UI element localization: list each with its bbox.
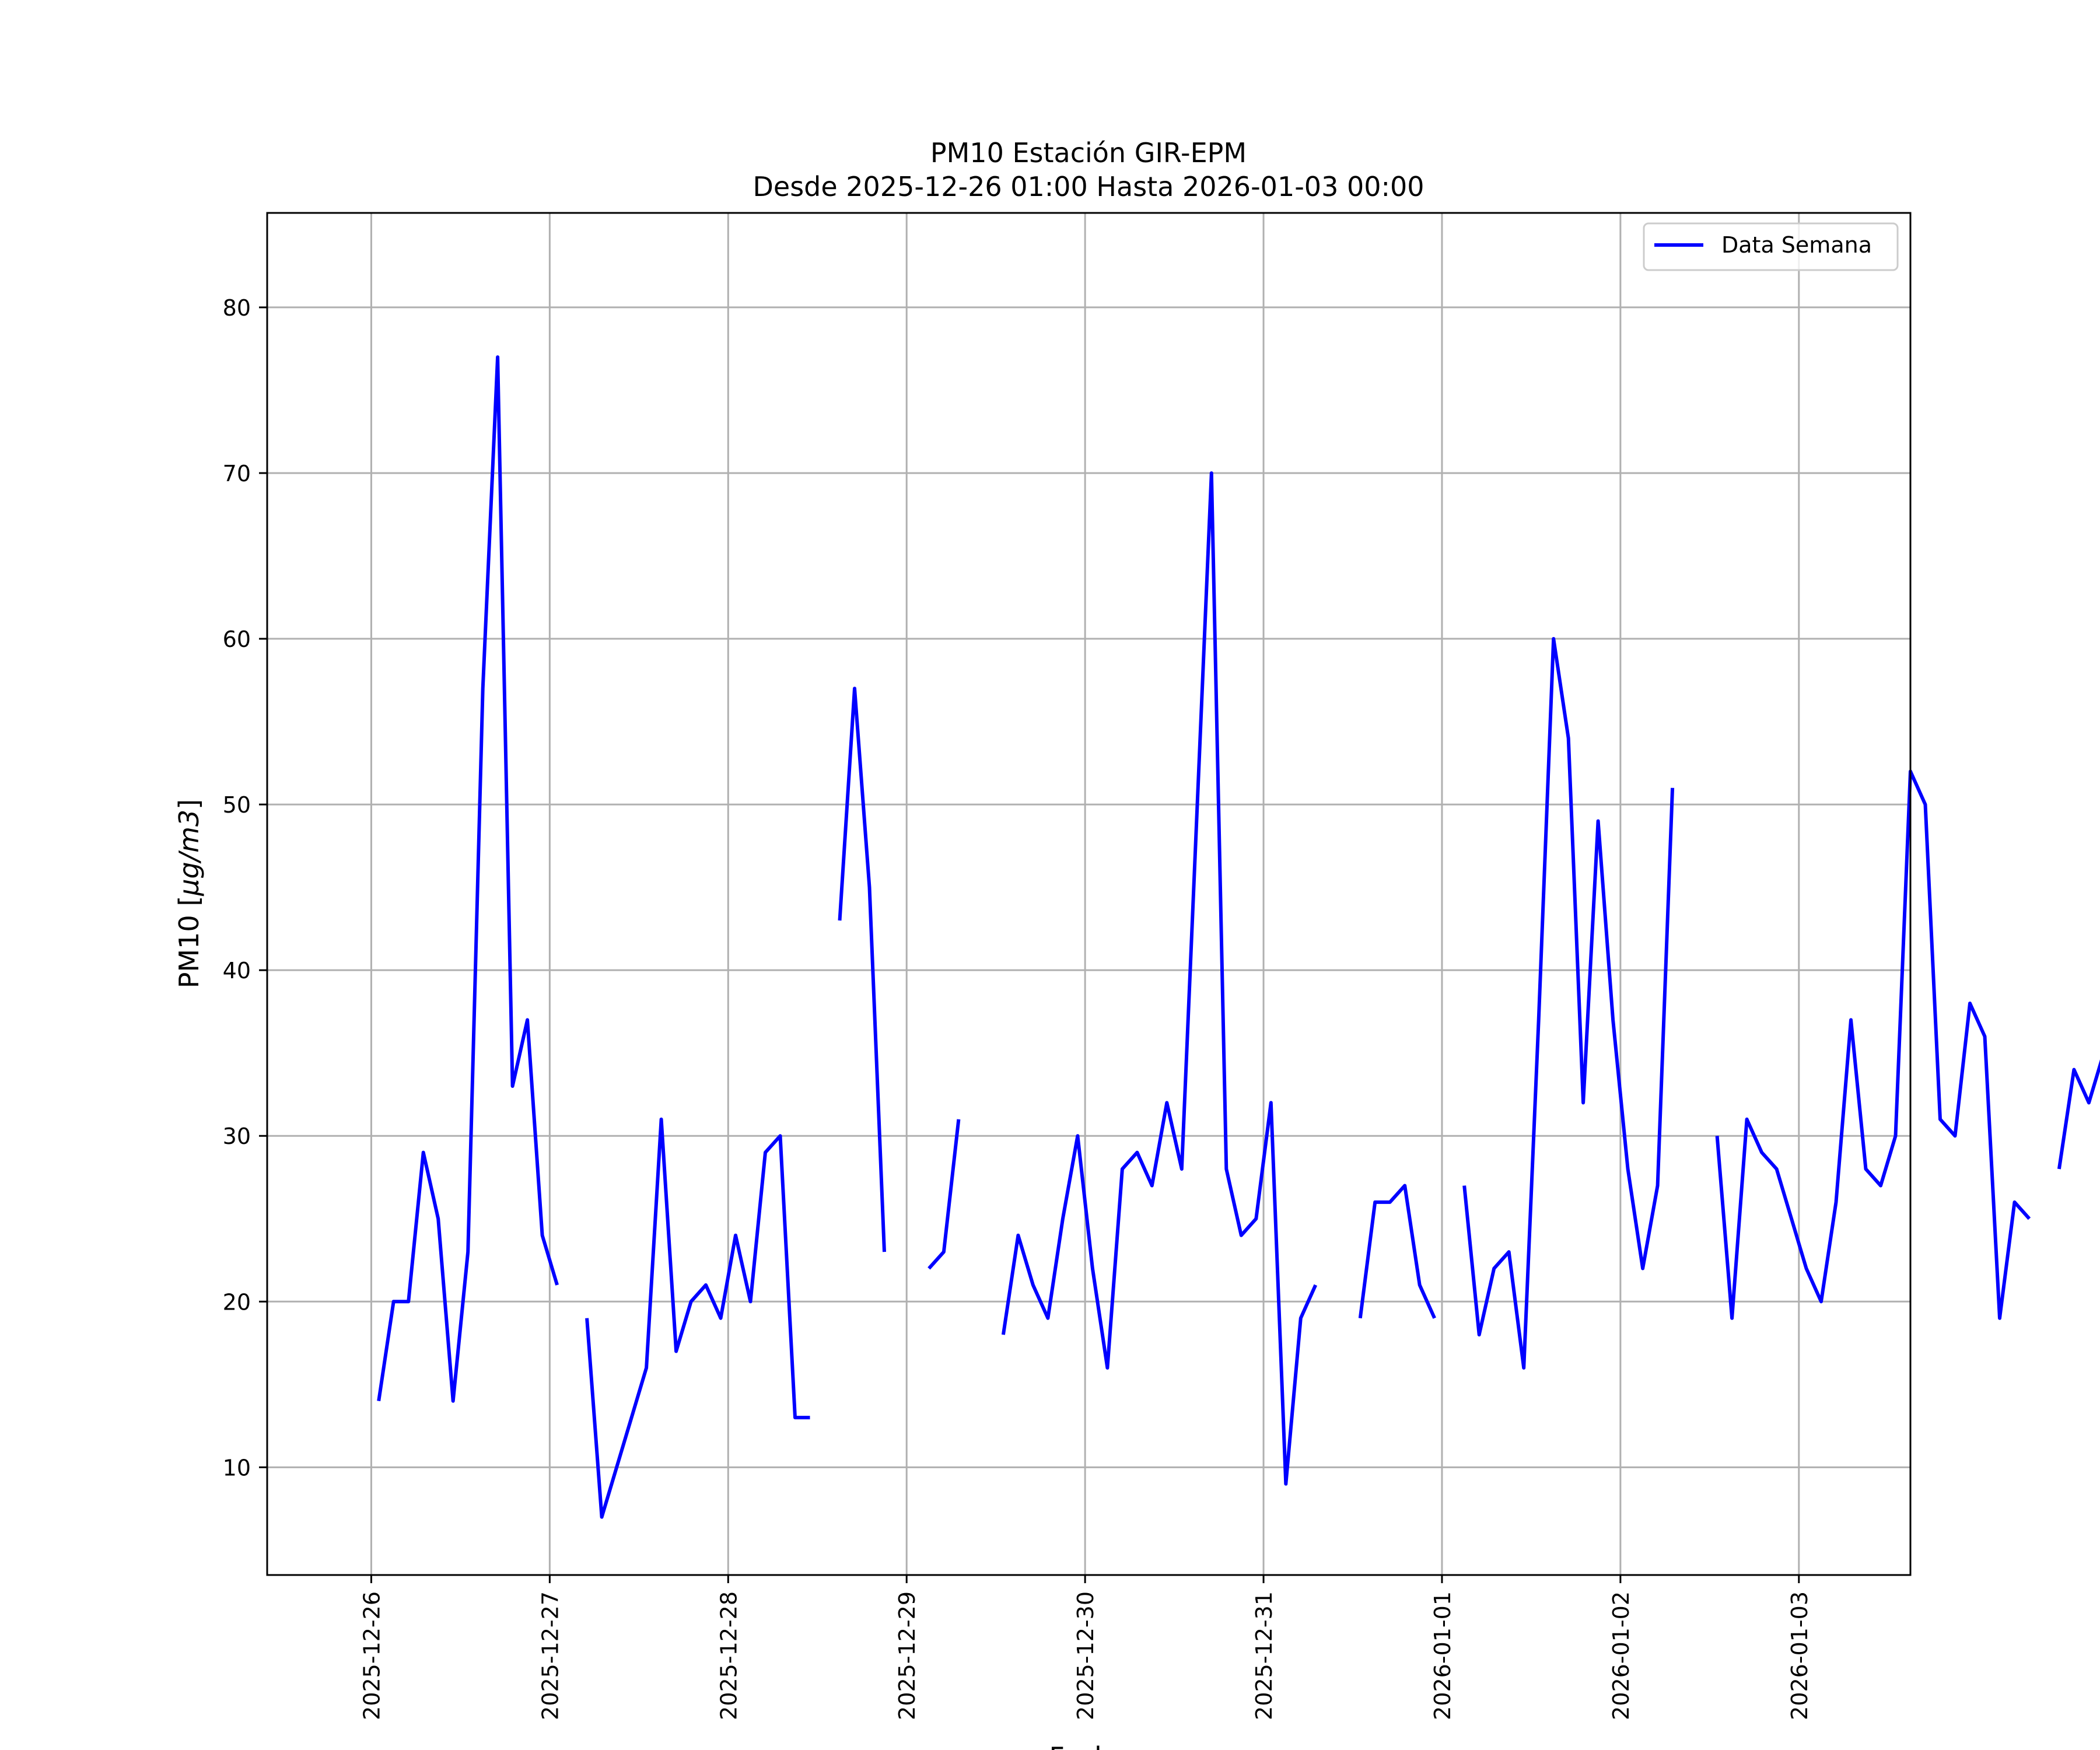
series-line-segment (2057, 1059, 2100, 1170)
legend-label: Data Semana (1721, 232, 1872, 258)
y-axis-label: PM10 [μg/m3] (173, 799, 205, 989)
y-tick-label: 10 (223, 1455, 251, 1480)
series-line-segment (1358, 1184, 1436, 1319)
y-axis-label-unit: μg/m3 (173, 810, 205, 897)
x-tick-label: 2025-12-31 (1251, 1591, 1277, 1720)
series-line-segment (377, 355, 559, 1403)
y-axis-label-prefix: PM10 [ (173, 896, 205, 989)
series-line-segment (1462, 637, 1675, 1370)
y-tick-label: 60 (223, 626, 251, 652)
x-tick-label: 2025-12-26 (359, 1591, 384, 1720)
x-tick-label: 2025-12-27 (537, 1591, 563, 1720)
plot-frame (266, 212, 1912, 1576)
y-tick-label: 70 (223, 461, 251, 487)
x-tick-label: 2025-12-30 (1073, 1591, 1098, 1720)
series-line-segment (1001, 471, 1318, 1486)
y-axis-ticks: 10 20 30 40 50 60 70 80 (223, 295, 267, 1480)
x-tick-label: 2026-01-02 (1608, 1591, 1634, 1720)
x-tick-label: 2026-01-03 (1787, 1591, 1812, 1720)
grid-layer (267, 213, 1910, 1575)
x-axis-label: Fecha (1049, 1741, 1128, 1750)
series-line-segment (928, 1119, 961, 1270)
series-line-segment (1715, 769, 2031, 1320)
chart-title-line2: Desde 2025-12-26 01:00 Hasta 2026-01-03 … (752, 171, 1424, 202)
x-tick-label: 2025-12-29 (894, 1591, 920, 1720)
y-tick-label: 30 (223, 1124, 251, 1149)
series-layer (377, 355, 2100, 1519)
y-tick-label: 80 (223, 295, 251, 321)
x-tick-label: 2025-12-28 (716, 1591, 741, 1720)
y-axis-label-suffix: ] (173, 799, 205, 810)
x-axis-ticks: 2025-12-26 2025-12-27 2025-12-28 2025-12-29… (359, 1575, 1812, 1720)
chart-title-line1: PM10 Estación GIR-EPM (930, 137, 1247, 169)
y-tick-label: 40 (223, 958, 251, 984)
legend: Data Semana (1643, 222, 1899, 271)
y-tick-label: 50 (223, 792, 251, 818)
y-tick-label: 20 (223, 1289, 251, 1315)
series-line-segment (585, 1117, 810, 1519)
legend-box (1643, 222, 1899, 271)
x-tick-label: 2026-01-01 (1430, 1591, 1455, 1720)
series-line-segment (838, 687, 886, 1252)
